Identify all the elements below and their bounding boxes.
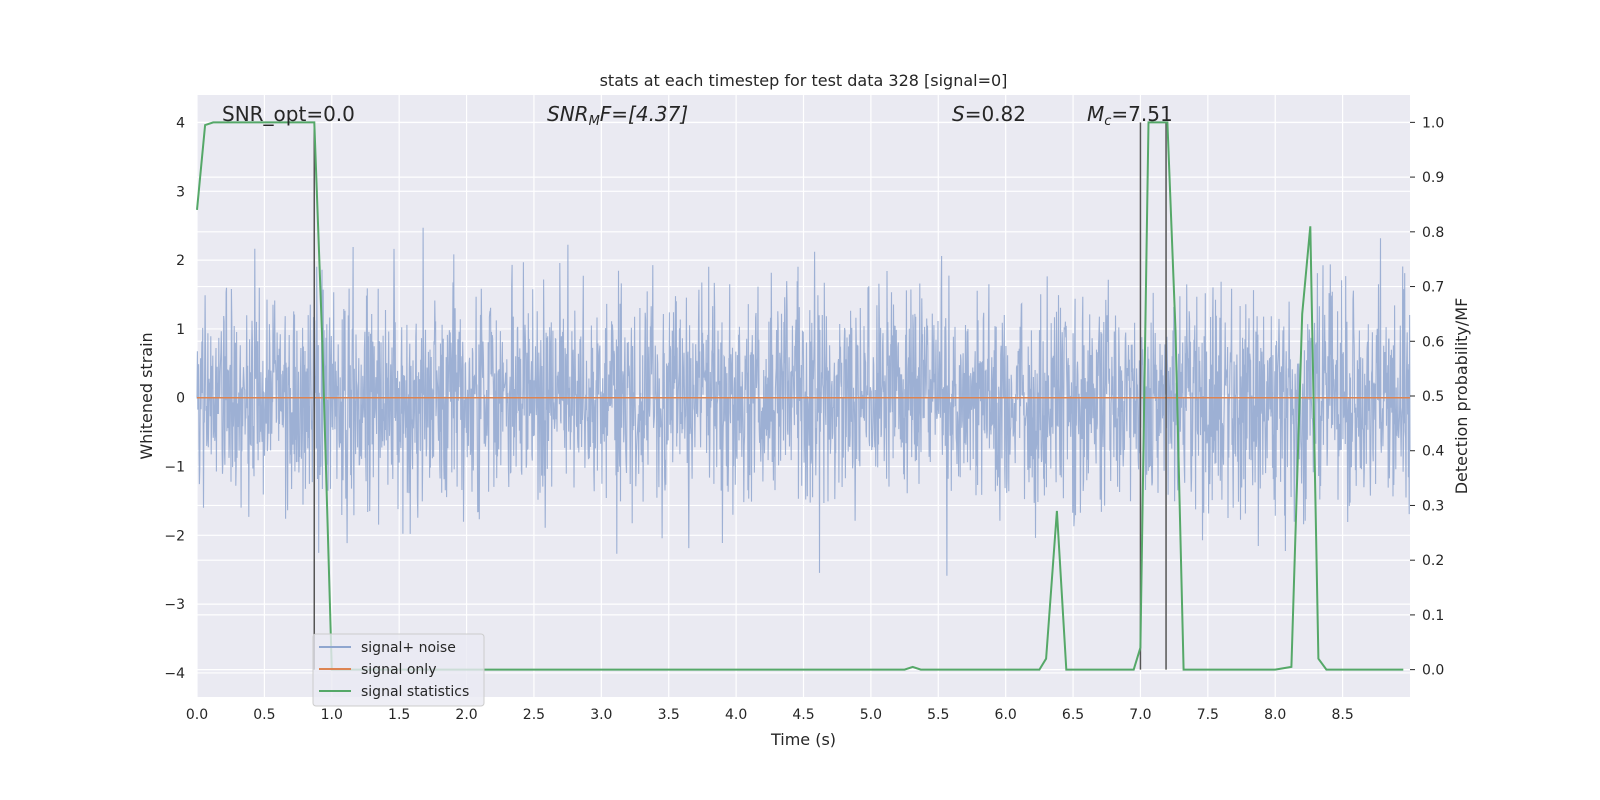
y-tick-label-left: −1 (164, 460, 185, 476)
x-tick-label: 6.0 (995, 707, 1017, 723)
x-axis-label: Time (s) (770, 730, 836, 749)
vertical-markers (313, 122, 1167, 670)
x-tick-label: 1.0 (321, 707, 343, 723)
y-tick-label-left: 1 (176, 322, 185, 338)
legend-box (312, 633, 485, 707)
annotation-mc-sub: c (1104, 114, 1111, 129)
y-tick-label-right: 0.5 (1422, 389, 1444, 405)
y-tick-label-left: −4 (164, 666, 185, 682)
legend-label-signal-only: signal only (361, 662, 436, 678)
x-tick-label: 8.0 (1264, 707, 1286, 723)
x-tick-label: 3.0 (590, 707, 612, 723)
x-tick-label: 7.0 (1129, 707, 1151, 723)
x-tick-label: 4.5 (792, 707, 814, 723)
x-tick-label: 5.5 (927, 707, 949, 723)
y-tick-label-right: 0.6 (1422, 334, 1444, 350)
legend: signal+ noise signal only signal statist… (312, 633, 485, 707)
signal-statistics-line (196, 121, 1404, 671)
x-tick-label: 2.0 (455, 707, 477, 723)
y-tick-label-left: 2 (176, 253, 185, 269)
annotation-s-main: S (952, 102, 965, 126)
y-tick-label-right: 0.7 (1422, 280, 1444, 296)
x-tick-label: 7.5 (1197, 707, 1219, 723)
y-tick-label-left: 3 (176, 184, 185, 200)
y-tick-label-right: 1.0 (1422, 115, 1444, 131)
y-tick-label-right: 0.3 (1422, 498, 1444, 514)
annotation-snr-mf: SNRMF=[4.37] (547, 102, 688, 129)
y-axis-label-right: Detection probability/MF (1452, 298, 1471, 495)
signal-plus-noise-series (196, 227, 1411, 576)
y-tick-label-left: −3 (164, 597, 185, 613)
y-tick-label-right: 0.4 (1422, 444, 1444, 460)
legend-label-signal-plus-noise: signal+ noise (361, 640, 456, 656)
annotation-snr-mf-sub: M (589, 114, 600, 129)
annotation-snr-opt: SNR_opt=0.0 (222, 102, 355, 126)
x-tick-label: 0.0 (186, 707, 208, 723)
tick-labels: 0.0 0.5 1.0 1.5 2.0 2.5 3.0 3.5 4.0 4.5 5.0 5.5 6.0 6… (164, 115, 1444, 723)
annotation-mc-rest: =7.51 (1111, 102, 1172, 126)
y-tick-label-right: 0.1 (1422, 608, 1444, 624)
y-tick-label-left: 0 (176, 391, 185, 407)
annotation-s-rest: =0.82 (965, 102, 1026, 126)
x-tick-label: 1.5 (388, 707, 410, 723)
annotation-snr-mf-main: SNR (547, 102, 589, 126)
annotation-s: S=0.82 (952, 102, 1026, 126)
x-tick-label: 5.0 (860, 707, 882, 723)
chart-title: stats at each timestep for test data 328… (600, 71, 1008, 90)
signal-statistics-series (196, 121, 1404, 671)
annotation-mc-main: M (1087, 102, 1104, 126)
y-tick-label-left: −2 (164, 528, 185, 544)
y-tick-label-right: 0.8 (1422, 225, 1444, 241)
signal-plus-noise-line (196, 227, 1411, 576)
x-tick-label: 0.5 (253, 707, 275, 723)
x-tick-label: 3.5 (658, 707, 680, 723)
y-axis-label-left: Whitened strain (137, 332, 156, 459)
annotation-mc: Mc=7.51 (1087, 102, 1173, 129)
y-tick-label-left: 4 (176, 116, 185, 132)
y-tick-label-right: 0.9 (1422, 170, 1444, 186)
y-tick-label-right: 0.2 (1422, 553, 1444, 569)
legend-label-signal-statistics: signal statistics (361, 684, 469, 700)
annotation-snr-mf-rest: F=[4.37] (600, 102, 688, 126)
y-tick-label-right: 0.0 (1422, 663, 1444, 679)
x-tick-label: 4.0 (725, 707, 747, 723)
x-tick-label: 2.5 (523, 707, 545, 723)
x-tick-label: 6.5 (1062, 707, 1084, 723)
x-tick-label: 8.5 (1331, 707, 1353, 723)
